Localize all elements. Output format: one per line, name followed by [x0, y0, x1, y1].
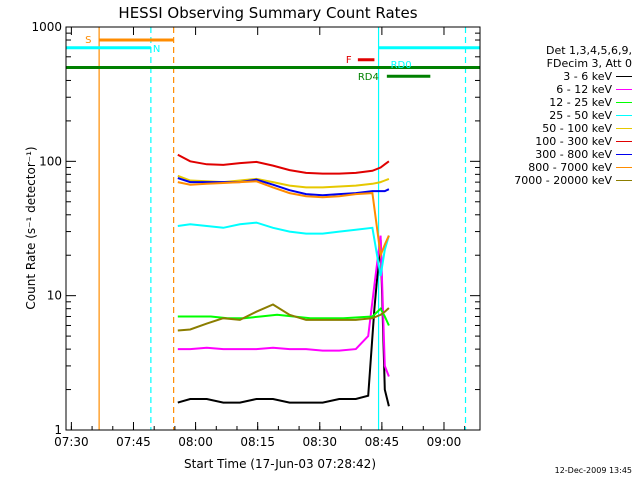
series-line — [177, 307, 390, 326]
series-lines — [177, 153, 390, 407]
x-axis-ticks: 07:30 07:45 08:00 08:15 08:30 08:45 09:00 — [54, 27, 466, 449]
x-tick-label: 07:30 — [54, 435, 89, 449]
y-tick-label: 100 — [39, 154, 62, 168]
legend-entry: 12 - 25 keV — [512, 96, 632, 109]
legend-entry-label: 6 - 12 keV — [556, 83, 612, 96]
legend-swatch — [616, 180, 632, 181]
legend-entry: 7000 - 20000 keV — [512, 174, 632, 187]
legend-entry-label: 50 - 100 keV — [542, 122, 612, 135]
x-tick-label: 08:30 — [302, 435, 337, 449]
legend-entry-label: 7000 - 20000 keV — [514, 174, 612, 187]
series-line — [177, 235, 390, 377]
series-line — [177, 180, 390, 260]
legend-entry-label: 100 - 300 keV — [535, 135, 612, 148]
series-line — [177, 239, 390, 407]
legend-entry-label: 300 - 800 keV — [535, 148, 612, 161]
legend: Det 1,3,4,5,6,9, FDecim 3, Att 0 3 - 6 k… — [512, 44, 632, 187]
annotation-label: RD4 — [358, 72, 379, 83]
legend-entry: 25 - 50 keV — [512, 109, 632, 122]
legend-entry: 300 - 800 keV — [512, 148, 632, 161]
legend-swatch — [616, 102, 632, 103]
chart-title: HESSI Observing Summary Count Rates — [118, 4, 417, 22]
legend-header-line: Det 1,3,4,5,6,9, — [545, 44, 632, 57]
annotation-label: F — [346, 55, 352, 66]
legend-entry: 800 - 7000 keV — [512, 161, 632, 174]
legend-header-line: FDecim 3, Att 0 — [546, 57, 632, 70]
legend-entry-label: 25 - 50 keV — [549, 109, 612, 122]
annotation-label: S — [85, 35, 91, 46]
legend-swatch — [616, 115, 632, 116]
legend-entry: 50 - 100 keV — [512, 122, 632, 135]
legend-swatch — [616, 128, 632, 129]
timestamp: 12-Dec-2009 13:45 — [554, 466, 632, 475]
x-tick-label: 08:15 — [240, 435, 275, 449]
y-tick-label: 1 — [54, 423, 62, 437]
legend-entry: 6 - 12 keV — [512, 83, 632, 96]
annotation-label: RD0 — [391, 60, 412, 71]
y-tick-label: 1000 — [31, 20, 62, 34]
legend-entry: 3 - 6 keV — [512, 70, 632, 83]
legend-entry-label: 800 - 7000 keV — [528, 161, 612, 174]
y-tick-label: 10 — [47, 289, 62, 303]
series-line — [177, 303, 390, 332]
x-axis-label: Start Time (17-Jun-03 07:28:42) — [184, 457, 376, 471]
plot-frame — [65, 26, 481, 431]
legend-entries: 3 - 6 keV 6 - 12 keV 12 - 25 keV 25 - 50 ke… — [512, 70, 632, 187]
x-tick-label: 09:00 — [427, 435, 462, 449]
series-line — [177, 177, 390, 197]
legend-swatch — [616, 76, 632, 77]
y-axis-label: Count Rate (s⁻¹ detector⁻¹) — [24, 146, 38, 309]
series-line — [177, 221, 390, 277]
legend-swatch — [616, 167, 632, 168]
legend-entry-label: 12 - 25 keV — [549, 96, 612, 109]
annotation-label: N — [153, 44, 160, 55]
x-tick-label: 07:45 — [116, 435, 151, 449]
legend-entry-label: 3 - 6 keV — [563, 70, 612, 83]
series-line — [177, 153, 390, 175]
legend-swatch — [616, 89, 632, 90]
vertical-markers — [98, 27, 467, 430]
legend-entry: 100 - 300 keV — [512, 135, 632, 148]
x-tick-label: 08:45 — [365, 435, 400, 449]
annotations: S N F RD0 RD4 — [66, 35, 480, 83]
legend-swatch — [616, 154, 632, 155]
x-tick-label: 08:00 — [178, 435, 213, 449]
legend-swatch — [616, 141, 632, 142]
